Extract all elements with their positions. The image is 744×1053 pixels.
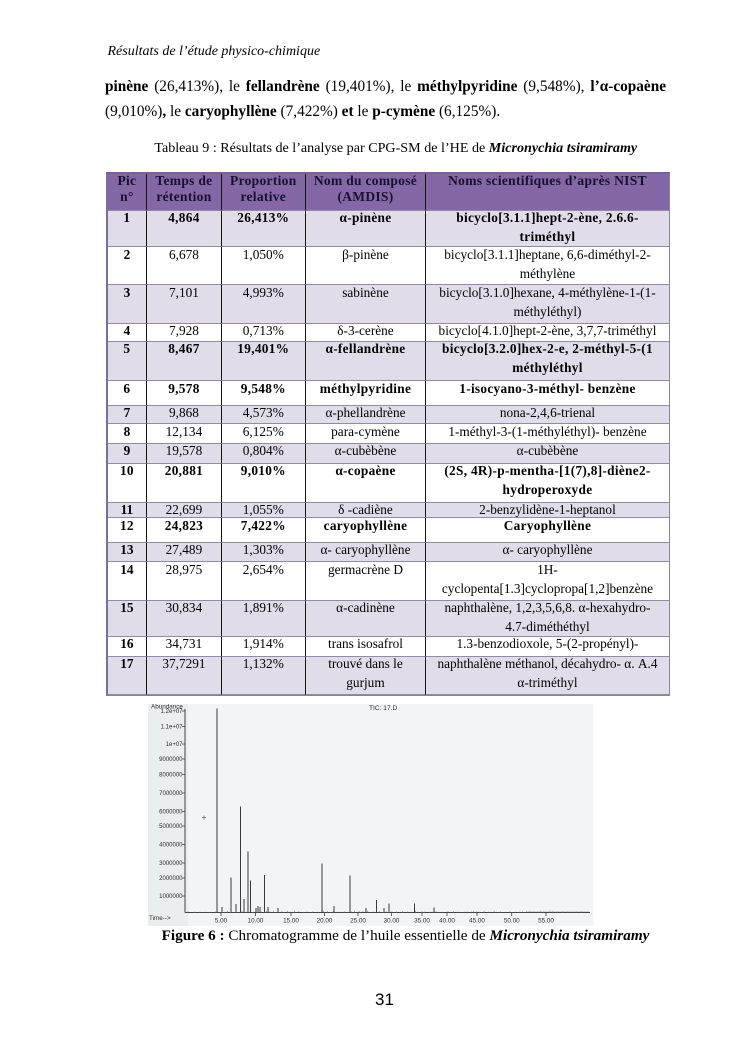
svg-text:9000000: 9000000 (159, 757, 183, 763)
svg-text:20.00: 20.00 (317, 917, 333, 924)
svg-text:6000000: 6000000 (159, 809, 183, 815)
svg-text:1000000: 1000000 (159, 894, 183, 900)
svg-text:55.00: 55.00 (538, 917, 554, 924)
svg-text:1.1e+07: 1.1e+07 (161, 724, 184, 730)
svg-text:TIC: 17.D: TIC: 17.D (369, 705, 397, 712)
svg-text:7000000: 7000000 (159, 791, 183, 797)
svg-text:4000000: 4000000 (159, 842, 183, 848)
svg-text:Abundance: Abundance (151, 704, 183, 711)
svg-text:1e+07: 1e+07 (166, 742, 184, 748)
svg-text:5000000: 5000000 (159, 824, 183, 830)
svg-text:40.00: 40.00 (439, 917, 455, 924)
svg-text:45.00: 45.00 (469, 917, 485, 924)
svg-text:25.00: 25.00 (350, 917, 366, 924)
svg-text:1.2e+07: 1.2e+07 (161, 709, 184, 715)
svg-text:50.00: 50.00 (504, 917, 520, 924)
svg-text:30.00: 30.00 (384, 917, 400, 924)
svg-text:Time-->: Time--> (149, 915, 171, 922)
svg-text:10.00: 10.00 (248, 917, 264, 924)
svg-text:15.00: 15.00 (283, 917, 299, 924)
svg-text:35.00: 35.00 (414, 917, 430, 924)
svg-text:3000000: 3000000 (159, 861, 183, 867)
svg-text:8000000: 8000000 (159, 772, 183, 778)
svg-text:2000000: 2000000 (159, 876, 183, 882)
svg-text:5.00: 5.00 (215, 917, 228, 924)
